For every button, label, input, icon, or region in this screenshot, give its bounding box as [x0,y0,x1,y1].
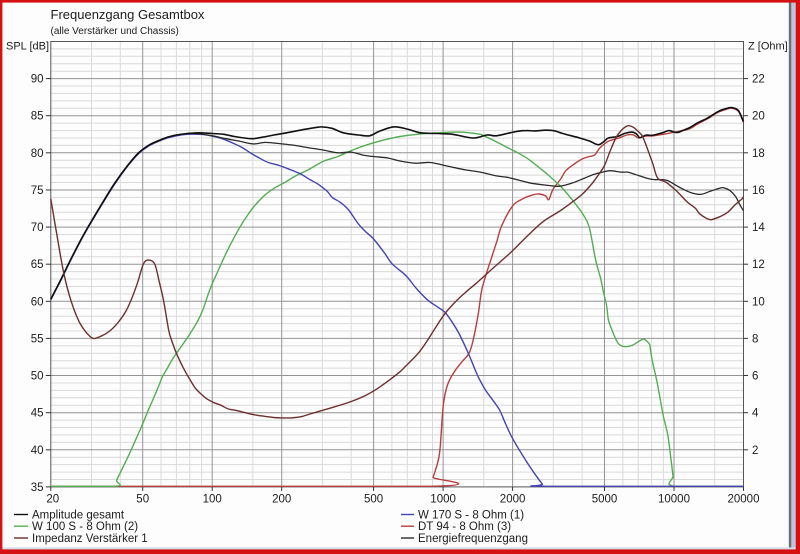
svg-text:45: 45 [31,408,44,420]
svg-text:35: 35 [31,482,44,494]
svg-text:50: 50 [136,494,149,506]
svg-text:Amplitude gesamt: Amplitude gesamt [32,510,125,522]
svg-text:SPL [dB]: SPL [dB] [6,41,49,53]
svg-text:100: 100 [203,494,222,506]
svg-text:20: 20 [46,494,59,506]
svg-text:60: 60 [31,296,44,308]
svg-text:65: 65 [31,259,44,271]
svg-text:16: 16 [752,185,765,197]
svg-text:Impedanz Verstärker 1: Impedanz Verstärker 1 [32,533,148,545]
svg-text:70: 70 [31,222,44,234]
svg-text:6: 6 [752,371,758,383]
svg-text:20000: 20000 [728,494,760,506]
svg-text:W 170 S - 8 Ohm (1): W 170 S - 8 Ohm (1) [418,510,524,522]
svg-text:8: 8 [752,333,758,345]
svg-text:10000: 10000 [658,494,690,506]
svg-text:500: 500 [364,494,383,506]
svg-text:85: 85 [31,111,44,123]
svg-text:90: 90 [31,74,44,86]
svg-text:22: 22 [752,74,765,86]
svg-text:4: 4 [752,408,759,420]
svg-text:W 100 S - 8 Ohm (2): W 100 S - 8 Ohm (2) [32,521,138,533]
svg-text:55: 55 [31,333,44,345]
svg-text:1000: 1000 [430,494,456,506]
svg-text:2000: 2000 [500,494,526,506]
svg-text:(alle Verstärker und Chassis): (alle Verstärker und Chassis) [51,26,179,37]
svg-text:DT 94 - 8 Ohm (3): DT 94 - 8 Ohm (3) [418,521,511,533]
svg-text:5000: 5000 [592,494,618,506]
svg-text:Z [Ohm]: Z [Ohm] [748,41,788,53]
svg-text:10: 10 [752,296,765,308]
svg-text:75: 75 [31,185,44,197]
svg-text:2: 2 [752,445,758,457]
svg-text:14: 14 [752,222,765,234]
svg-text:40: 40 [31,445,44,457]
svg-text:12: 12 [752,259,765,271]
svg-text:200: 200 [272,494,291,506]
svg-text:18: 18 [752,148,765,160]
svg-text:80: 80 [31,148,44,160]
svg-text:50: 50 [31,371,44,383]
svg-text:Energiefrequenzgang: Energiefrequenzgang [418,533,528,545]
svg-text:20: 20 [752,111,765,123]
svg-text:Frequenzgang Gesamtbox: Frequenzgang Gesamtbox [51,7,205,22]
